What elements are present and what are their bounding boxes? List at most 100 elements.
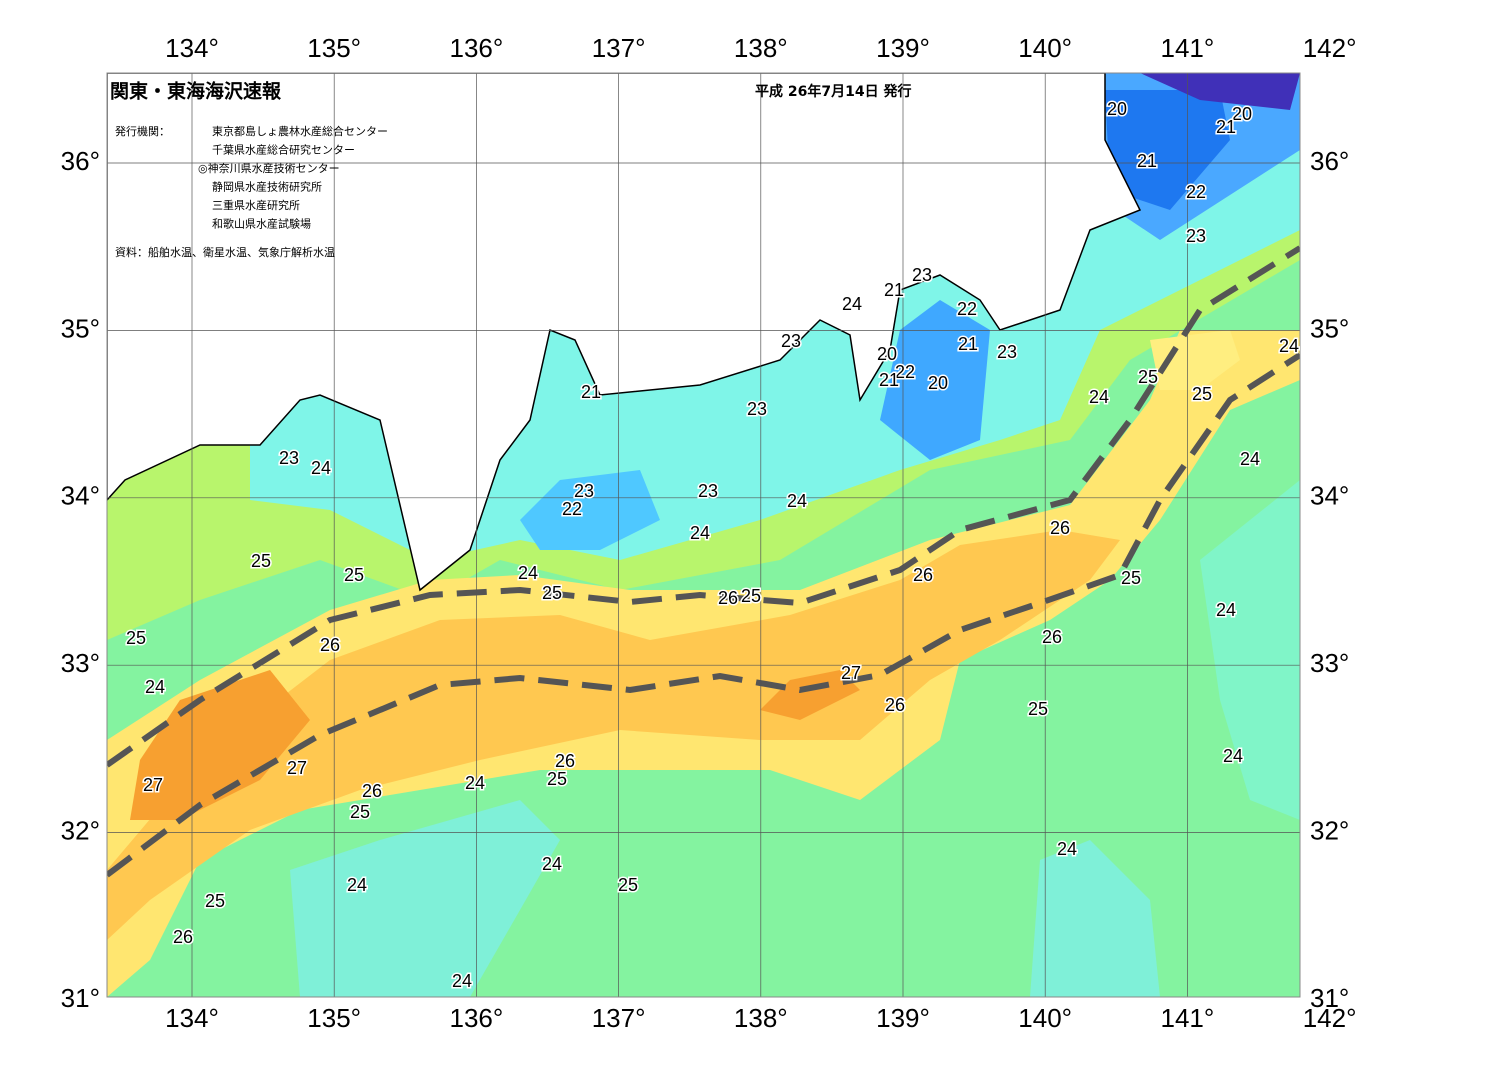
lat-label: 31° <box>1310 983 1349 1013</box>
contour-label: 22 <box>562 499 582 519</box>
contour-label: 22 <box>895 362 915 382</box>
cool-water <box>1200 480 1300 820</box>
kuroshio-axis <box>107 245 1300 768</box>
lon-label: 134° <box>165 33 219 63</box>
graticule <box>107 73 1300 997</box>
lon-label: 141° <box>1161 1003 1215 1033</box>
contour-label: 22 <box>957 299 977 319</box>
lon-label: 135° <box>307 1003 361 1033</box>
lon-label: 134° <box>165 1003 219 1033</box>
contour-label: 27 <box>287 758 307 778</box>
contour-label: 23 <box>1186 226 1206 246</box>
lon-label: 138° <box>734 33 788 63</box>
contour-label: 26 <box>320 635 340 655</box>
contour-label: 26 <box>913 565 933 585</box>
contour-label: 24 <box>542 854 562 874</box>
cool-eddy <box>520 470 660 550</box>
contour-label: 23 <box>781 331 801 351</box>
contour-label: 20 <box>1232 104 1252 124</box>
contour-label: 24 <box>1057 839 1077 859</box>
lat-label: 33° <box>61 648 100 678</box>
lon-label: 141° <box>1161 33 1215 63</box>
contour-label: 23 <box>279 448 299 468</box>
lat-label: 35° <box>1310 313 1349 343</box>
contour-label: 25 <box>1192 384 1212 404</box>
land <box>107 73 1142 592</box>
publisher: 和歌山県水産試験場 <box>212 217 311 231</box>
contour-label: 25 <box>741 586 761 606</box>
publisher: 東京都島しょ農林水産総合センター <box>212 124 388 138</box>
publisher: 三重県水産研究所 <box>212 198 300 212</box>
contour-label: 24 <box>518 563 538 583</box>
contour-label: 23 <box>747 399 767 419</box>
contour-label: 25 <box>126 628 146 648</box>
contour-label: 23 <box>997 342 1017 362</box>
contour-label: 21 <box>1137 151 1157 171</box>
publisher: 静岡県水産技術研究所 <box>212 180 322 194</box>
contour-label: 24 <box>452 971 472 991</box>
contour-label: 26 <box>885 695 905 715</box>
lon-label: 136° <box>450 1003 504 1033</box>
lon-label: 140° <box>1018 1003 1072 1033</box>
contour-label: 26 <box>362 781 382 801</box>
contour-label: 25 <box>1138 367 1158 387</box>
contour-label: 24 <box>1279 336 1299 356</box>
warm-spot <box>130 670 310 820</box>
contour-label: 24 <box>347 875 367 895</box>
lat-label: 31° <box>61 983 100 1013</box>
warm-spot <box>760 670 860 720</box>
lat-label: 36° <box>61 146 100 176</box>
kuroshio-core <box>107 530 1120 940</box>
lat-label: 32° <box>61 815 100 845</box>
contour-label: 26 <box>1050 518 1070 538</box>
contour-label: 25 <box>1028 699 1048 719</box>
issue-date: 平成 26年7月14日 発行 <box>755 83 911 100</box>
publisher: 千葉県水産総合研究センター <box>212 143 355 157</box>
contour-label: 24 <box>1089 387 1109 407</box>
sea-surface <box>107 73 1300 997</box>
contour-label: 24 <box>465 773 485 793</box>
lon-label: 136° <box>450 33 504 63</box>
lon-label: 140° <box>1018 33 1072 63</box>
contour-label: 24 <box>311 458 331 478</box>
contour-label: 25 <box>1121 568 1141 588</box>
map-frame <box>106 72 1301 998</box>
cold-core <box>1140 73 1300 110</box>
contour-label: 25 <box>205 891 225 911</box>
publisher: ◎神奈川県水産技術センター <box>198 161 340 175</box>
lat-label: 34° <box>1310 481 1349 511</box>
cold-water <box>1105 90 1230 210</box>
cool-water <box>290 800 560 997</box>
contour-label: 21 <box>879 370 899 390</box>
lon-label: 135° <box>307 33 361 63</box>
contour-label: 24 <box>690 523 710 543</box>
contour-label: 25 <box>251 551 271 571</box>
contour-label: 24 <box>787 491 807 511</box>
warm-spot <box>1150 330 1240 390</box>
contour-label: 24 <box>1240 449 1260 469</box>
contour-label: 24 <box>842 294 862 314</box>
lon-label: 138° <box>734 1003 788 1033</box>
bay-water <box>880 300 990 460</box>
contour-label: 24 <box>1216 600 1236 620</box>
contour-label: 25 <box>547 769 567 789</box>
lon-label: 142° <box>1303 1003 1357 1033</box>
contour-label: 21 <box>1216 117 1236 137</box>
kuroshio-axis <box>107 352 1300 878</box>
contour-label: 23 <box>912 265 932 285</box>
contour-label: 25 <box>344 565 364 585</box>
cool-water <box>1030 840 1160 997</box>
contour-label: 26 <box>173 927 193 947</box>
contour-label: 23 <box>574 481 594 501</box>
lon-label: 139° <box>876 1003 930 1033</box>
contour-label: 25 <box>618 875 638 895</box>
contour-label: 26 <box>718 588 738 608</box>
source: 資料：船舶水温、衛星水温、気象庁解析水温 <box>115 245 335 259</box>
lon-label: 142° <box>1303 33 1357 63</box>
publisher-label: 発行機関： <box>115 124 170 138</box>
contour-label: 21 <box>581 382 601 402</box>
lat-label: 33° <box>1310 648 1349 678</box>
contour-label: 25 <box>542 583 562 603</box>
contour-label: 24 <box>1223 746 1243 766</box>
